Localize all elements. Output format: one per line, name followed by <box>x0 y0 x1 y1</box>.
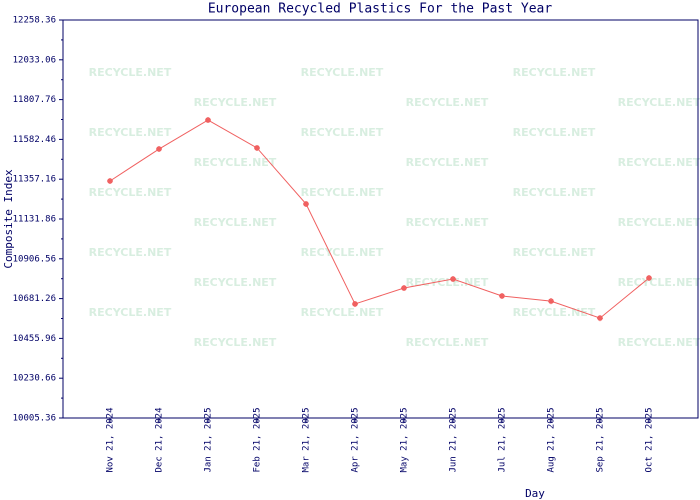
watermark: RECYCLE.NET <box>618 156 700 169</box>
watermark: RECYCLE.NET <box>301 66 384 79</box>
data-point <box>254 144 260 151</box>
data-point <box>352 300 358 307</box>
data-point <box>548 298 554 305</box>
watermarks: RECYCLE.NET RECYCLE.NET RECYCLE.NET RECYCLE… <box>89 66 700 349</box>
data-point <box>107 177 113 184</box>
data-point <box>646 274 652 281</box>
y-tick-label: 10230.66 <box>13 374 56 384</box>
x-tick-label: Jun 21, 2025 <box>449 407 459 472</box>
y-tick-label: 10906.56 <box>13 254 56 264</box>
data-point <box>156 146 162 153</box>
watermark: RECYCLE.NET <box>618 216 700 229</box>
watermark: RECYCLE.NET <box>513 186 596 199</box>
watermark: RECYCLE.NET <box>301 246 384 259</box>
data-point <box>303 200 309 207</box>
watermark: RECYCLE.NET <box>194 156 277 169</box>
y-tick-label: 11807.76 <box>13 95 56 105</box>
watermark: RECYCLE.NET <box>406 336 489 349</box>
x-tick-label: Dec 21, 2024 <box>155 407 165 472</box>
watermark: RECYCLE.NET <box>406 96 489 109</box>
y-tick-label: 10005.36 <box>13 414 56 424</box>
x-tick-label: Sep 21, 2025 <box>596 407 606 472</box>
x-tick-label: Feb 21, 2025 <box>253 407 263 472</box>
chart-title: European Recycled Plastics For the Past … <box>208 2 553 17</box>
data-point <box>450 276 456 283</box>
watermark: RECYCLE.NET <box>89 306 172 319</box>
y-tick-label: 10455.96 <box>13 334 56 344</box>
watermark: RECYCLE.NET <box>406 156 489 169</box>
x-tick-label: Apr 21, 2025 <box>351 407 361 472</box>
watermark: RECYCLE.NET <box>194 216 277 229</box>
x-axis-title: Day <box>525 487 545 500</box>
y-tick-label: 11582.46 <box>13 135 56 145</box>
watermark: RECYCLE.NET <box>194 336 277 349</box>
watermark: RECYCLE.NET <box>301 126 384 139</box>
watermark: RECYCLE.NET <box>618 336 700 349</box>
watermark: RECYCLE.NET <box>301 186 384 199</box>
data-point <box>499 292 505 299</box>
watermark: RECYCLE.NET <box>89 126 172 139</box>
data-point <box>401 285 407 292</box>
watermark: RECYCLE.NET <box>618 96 700 109</box>
watermark: RECYCLE.NET <box>406 216 489 229</box>
y-axis-title: Composite Index <box>2 169 15 269</box>
watermark: RECYCLE.NET <box>513 126 596 139</box>
watermark: RECYCLE.NET <box>301 306 384 319</box>
x-tick-label: Jan 21, 2025 <box>204 407 214 472</box>
plot-frame <box>62 19 699 419</box>
y-tick-label: 12258.36 <box>13 16 56 26</box>
watermark: RECYCLE.NET <box>513 66 596 79</box>
x-tick-label: Nov 21, 2024 <box>106 407 116 472</box>
watermark: RECYCLE.NET <box>89 186 172 199</box>
series-line <box>109 119 650 319</box>
watermark: RECYCLE.NET <box>89 66 172 79</box>
x-tick-label: Aug 21, 2025 <box>547 407 557 472</box>
watermark: RECYCLE.NET <box>89 246 172 259</box>
data-point <box>205 117 211 124</box>
y-tick-label: 11131.86 <box>13 215 56 225</box>
y-tick-label: 12033.06 <box>13 55 56 65</box>
x-tick-label: Mar 21, 2025 <box>302 407 312 472</box>
x-tick-label: May 21, 2025 <box>400 407 410 472</box>
x-tick-label: Jul 21, 2025 <box>498 407 508 472</box>
x-tick-label: Oct 21, 2025 <box>645 407 655 472</box>
y-tick-label: 11357.16 <box>13 175 56 185</box>
watermark: RECYCLE.NET <box>406 276 489 289</box>
watermark: RECYCLE.NET <box>513 246 596 259</box>
data-point <box>597 315 603 322</box>
watermark: RECYCLE.NET <box>194 276 277 289</box>
y-tick-label: 10681.26 <box>13 294 56 304</box>
watermark: RECYCLE.NET <box>194 96 277 109</box>
watermark: RECYCLE.NET <box>618 276 700 289</box>
